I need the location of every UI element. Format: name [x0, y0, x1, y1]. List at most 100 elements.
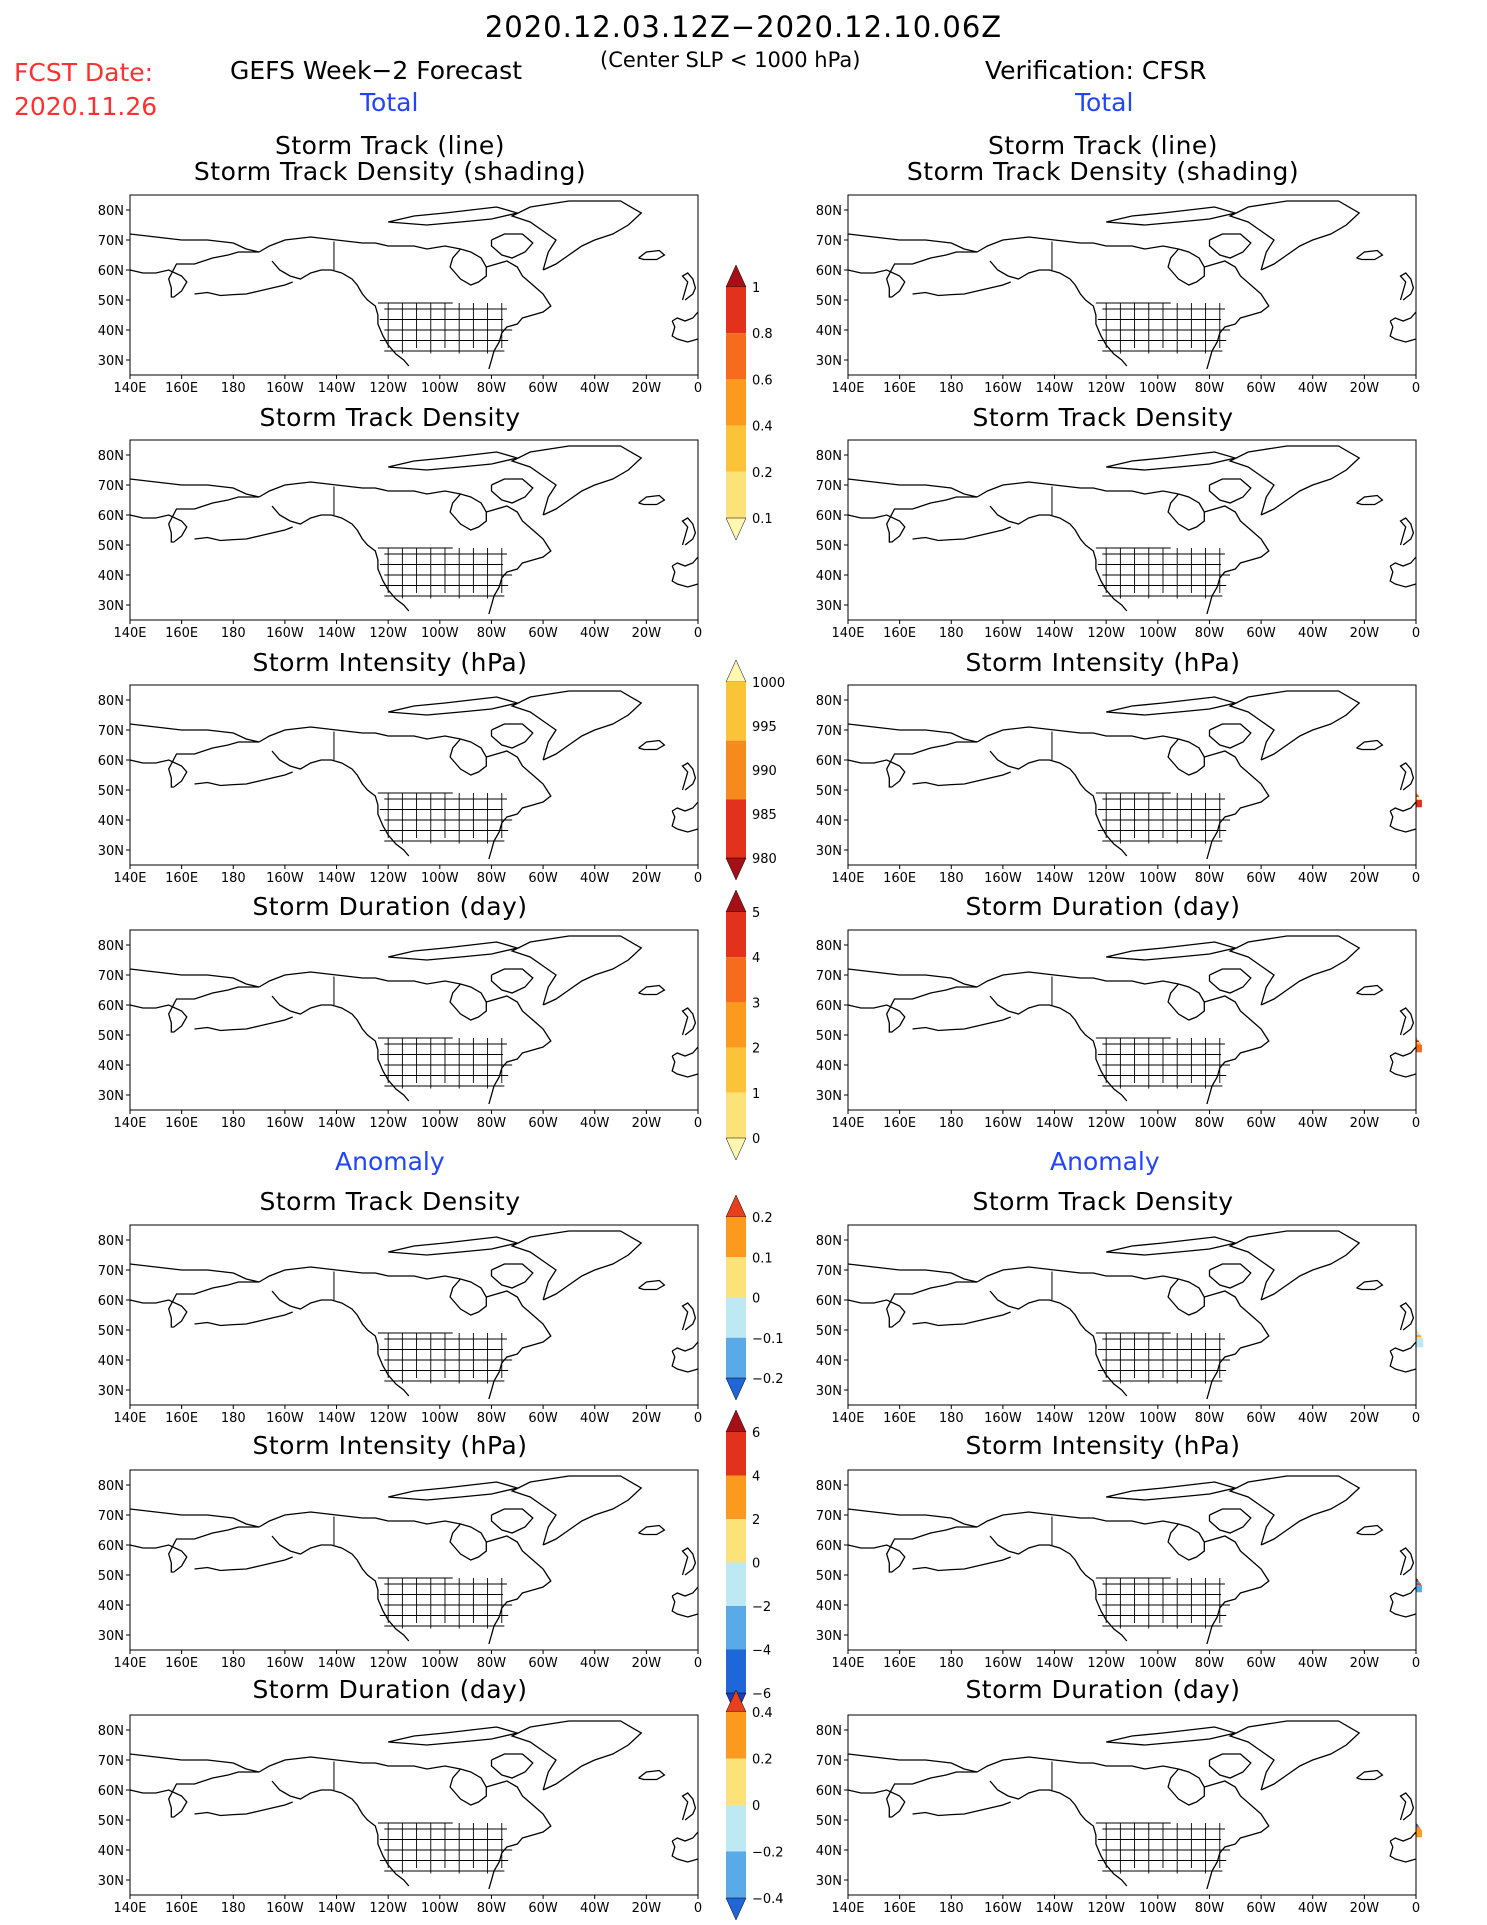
- left-column-title: GEFS Week−2 Forecast: [230, 56, 523, 85]
- lat-tick-label: 30N: [98, 1384, 124, 1399]
- lon-tick-label: 0: [694, 1656, 702, 1671]
- lon-tick-label: 0: [1412, 1656, 1420, 1671]
- lat-tick-label: 70N: [816, 479, 842, 494]
- colorbar-label: 980: [752, 852, 777, 867]
- lon-tick-label: 60W: [1246, 1116, 1276, 1131]
- lon-tick-label: 80W: [477, 1116, 507, 1131]
- colorbar-label: 0.6: [752, 373, 773, 388]
- lon-tick-label: 180: [221, 626, 246, 641]
- lon-tick-label: 80W: [1195, 626, 1225, 641]
- panel-title: Storm Intensity (hPa): [252, 648, 528, 677]
- lon-tick-label: 140W: [1036, 1656, 1074, 1671]
- map-panel: 140E 160E 180 160W 140W 120W 100W 80W 60W 40W 20W 0…: [816, 1469, 1420, 1671]
- lon-tick-label: 180: [221, 1901, 246, 1916]
- lon-tick-label: 120W: [369, 1116, 407, 1131]
- lon-tick-label: 80W: [477, 871, 507, 886]
- panel-title: Storm Intensity (hPa): [965, 648, 1241, 677]
- lat-tick-label: 60N: [816, 1294, 842, 1309]
- lon-tick-label: 20W: [1350, 1116, 1380, 1131]
- lon-tick-label: 140E: [113, 871, 146, 886]
- lon-tick-label: 80W: [1195, 1116, 1225, 1131]
- fcst-label: FCST Date:: [14, 58, 154, 87]
- lon-tick-label: 60W: [528, 871, 558, 886]
- lon-tick-label: 160E: [883, 871, 916, 886]
- lon-tick-label: 100W: [1139, 871, 1177, 886]
- colorbar-density-total: 1 0.8 0.6 0.4 0.2 0.1: [725, 264, 773, 541]
- map-panel: 140E 160E 180 160W 140W 120W 100W 80W 60W 40W 20W 0…: [816, 684, 1420, 886]
- lon-tick-label: 40W: [580, 1411, 610, 1426]
- lat-tick-label: 60N: [98, 754, 124, 769]
- lat-tick-label: 40N: [98, 1599, 124, 1614]
- lon-tick-label: 180: [221, 1116, 246, 1131]
- lon-tick-label: 20W: [1350, 1901, 1380, 1916]
- lat-tick-label: 50N: [816, 1569, 842, 1584]
- map-panel: 140E 160E 180 160W 140W 120W 100W 80W 60W 40W 20W 0…: [98, 684, 702, 886]
- lon-tick-label: 160W: [984, 1656, 1022, 1671]
- lat-tick-label: 40N: [816, 1844, 842, 1859]
- lat-tick-label: 50N: [816, 1029, 842, 1044]
- lat-tick-label: 40N: [816, 1599, 842, 1614]
- lon-tick-label: 180: [939, 871, 964, 886]
- lon-tick-label: 140W: [1036, 1901, 1074, 1916]
- lon-tick-label: 100W: [421, 626, 459, 641]
- panel-title: Storm Track Density: [972, 1187, 1234, 1216]
- colorbar-duration-anom: 0.4 0.2 0 −0.2 −0.4: [725, 1689, 784, 1921]
- colorbar-label: 2: [752, 1042, 760, 1057]
- lon-tick-label: 100W: [421, 871, 459, 886]
- lat-tick-label: 30N: [98, 1874, 124, 1889]
- lon-tick-label: 140E: [113, 1116, 146, 1131]
- lat-tick-label: 80N: [98, 449, 124, 464]
- lat-tick-label: 80N: [98, 204, 124, 219]
- lon-tick-label: 20W: [1350, 381, 1380, 396]
- colorbar-label: −0.4: [752, 1892, 784, 1907]
- colorbar-duration-total: 5 4 3 2 1 0: [725, 889, 760, 1161]
- lon-tick-label: 80W: [1195, 871, 1225, 886]
- lon-tick-label: 160W: [266, 871, 304, 886]
- lon-tick-label: 40W: [1298, 1656, 1328, 1671]
- lon-tick-label: 80W: [477, 1411, 507, 1426]
- lat-tick-label: 50N: [816, 294, 842, 309]
- lat-tick-label: 30N: [98, 354, 124, 369]
- lon-tick-label: 20W: [1350, 871, 1380, 886]
- lon-tick-label: 120W: [369, 1411, 407, 1426]
- lon-tick-label: 120W: [369, 626, 407, 641]
- panel-title: Storm Duration (day): [965, 892, 1241, 921]
- lon-tick-label: 140E: [831, 1411, 864, 1426]
- lon-tick-label: 140W: [1036, 1411, 1074, 1426]
- lon-tick-label: 40W: [1298, 381, 1328, 396]
- lon-tick-label: 20W: [1350, 626, 1380, 641]
- lat-tick-label: 40N: [816, 814, 842, 829]
- colorbar-label: −0.2: [752, 1372, 784, 1387]
- lat-tick-label: 30N: [816, 1089, 842, 1104]
- lat-tick-label: 50N: [816, 1324, 842, 1339]
- lon-tick-label: 40W: [1298, 1411, 1328, 1426]
- lon-tick-label: 180: [939, 1656, 964, 1671]
- lon-tick-label: 0: [694, 626, 702, 641]
- anomaly-label-right: Anomaly: [1050, 1147, 1160, 1176]
- lat-tick-label: 40N: [816, 569, 842, 584]
- colorbar-label: −0.1: [752, 1332, 784, 1347]
- right-column-title: Verification: CFSR: [985, 56, 1207, 85]
- colorbar-label: −0.2: [752, 1846, 784, 1861]
- lat-tick-label: 50N: [98, 1814, 124, 1829]
- period-title: 2020.12.03.12Z−2020.12.10.06Z: [484, 10, 1003, 44]
- lon-tick-label: 0: [694, 381, 702, 396]
- lon-tick-label: 140W: [318, 871, 356, 886]
- lon-tick-label: 40W: [1298, 871, 1328, 886]
- lon-tick-label: 100W: [1139, 1901, 1177, 1916]
- colorbar-label: 4: [752, 1470, 760, 1485]
- lat-tick-label: 40N: [816, 1059, 842, 1074]
- lon-tick-label: 140W: [318, 1411, 356, 1426]
- lon-tick-label: 20W: [1350, 1656, 1380, 1671]
- lon-tick-label: 140W: [1036, 1116, 1074, 1131]
- lon-tick-label: 40W: [580, 1116, 610, 1131]
- lat-tick-label: 70N: [98, 1509, 124, 1524]
- colorbar-label: 1: [752, 1087, 760, 1102]
- lat-tick-label: 30N: [98, 1089, 124, 1104]
- lat-tick-label: 80N: [816, 1479, 842, 1494]
- lon-tick-label: 60W: [528, 1411, 558, 1426]
- lon-tick-label: 160E: [883, 1656, 916, 1671]
- lon-tick-label: 160W: [984, 1411, 1022, 1426]
- colorbar-label: 1: [752, 281, 760, 296]
- lon-tick-label: 160E: [165, 626, 198, 641]
